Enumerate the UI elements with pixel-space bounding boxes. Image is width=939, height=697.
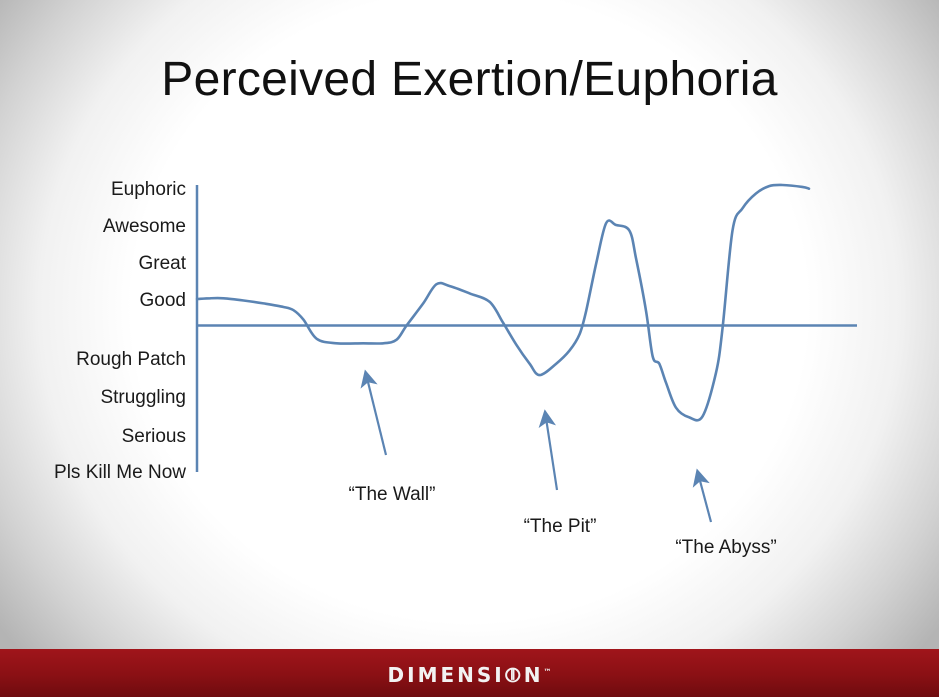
series-line: [195, 183, 811, 422]
y-tick-label: Pls Kill Me Now: [54, 462, 186, 483]
annotation-arrow: [692, 468, 713, 523]
annotation-label: “The Wall”: [349, 484, 436, 505]
y-tick-label: Good: [140, 290, 186, 311]
y-tick-label: Struggling: [100, 387, 186, 408]
logo-text: DIMENSI⦷N: [387, 663, 544, 687]
slide-title: Perceived Exertion/Euphoria: [161, 53, 778, 106]
annotation-label: “The Pit”: [524, 516, 597, 537]
annotation-arrow: [538, 409, 559, 491]
y-tick-label: Awesome: [103, 216, 186, 237]
y-tick-label: Serious: [122, 426, 186, 447]
y-tick-label: Rough Patch: [76, 349, 186, 370]
dimension-logo: DIMENSI⦷N™: [0, 663, 939, 687]
y-tick-label: Great: [138, 253, 186, 274]
y-tick-label: Euphoric: [111, 179, 186, 200]
chart: Euphoric Awesome Great Good Rough Patch Strug…: [54, 179, 857, 558]
annotation-label: “The Abyss”: [675, 537, 776, 558]
footer-bar: DIMENSI⦷N™: [0, 649, 939, 697]
annotation-arrow: [360, 369, 388, 456]
logo-trademark: ™: [543, 667, 552, 677]
